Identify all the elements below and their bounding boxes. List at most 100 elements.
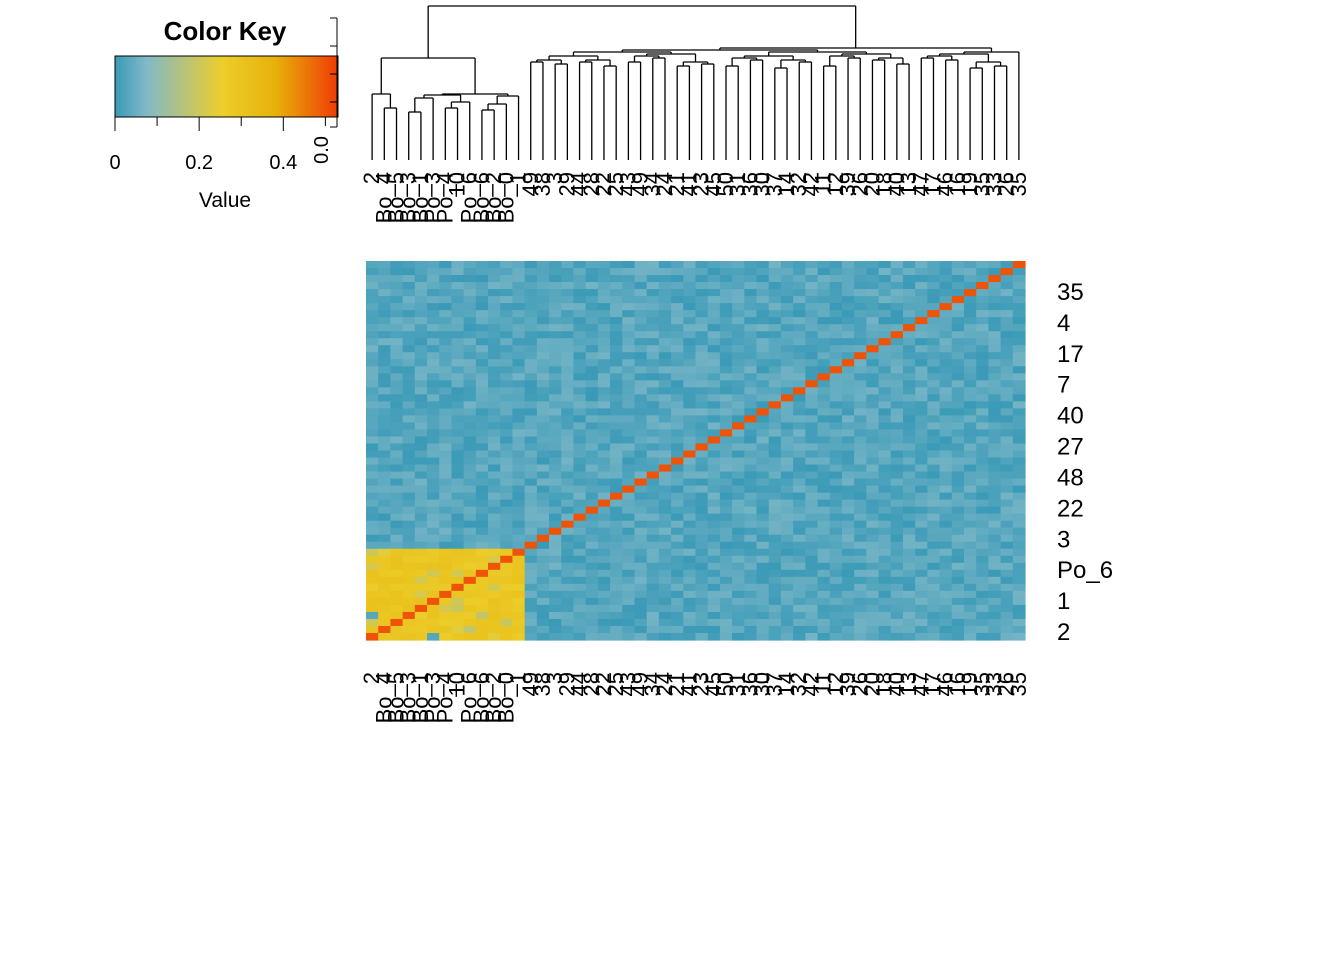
heatmap-cell — [573, 492, 587, 501]
heatmap-cell — [963, 541, 977, 550]
heatmap-cell — [414, 352, 428, 360]
heatmap-cell — [890, 345, 904, 353]
heatmap-cell — [634, 429, 648, 438]
heatmap-cell — [536, 506, 550, 515]
heatmap-cell — [951, 443, 965, 452]
heatmap-cell — [512, 317, 526, 325]
heatmap-cell — [939, 583, 953, 592]
heatmap-cell — [439, 527, 453, 536]
heatmap-cell — [585, 464, 599, 473]
heatmap-cell — [902, 457, 916, 466]
heatmap-cell — [695, 261, 709, 269]
heatmap-cell — [451, 625, 465, 634]
heatmap-cell — [402, 303, 416, 311]
heatmap-cell — [634, 275, 648, 283]
heatmap-cell — [378, 625, 391, 634]
heatmap-cell — [963, 275, 977, 283]
heatmap-cell — [854, 562, 867, 571]
heatmap-cell — [561, 513, 575, 522]
heatmap-cell — [488, 366, 501, 374]
heatmap-cell — [585, 492, 599, 501]
heatmap-cell — [854, 415, 867, 424]
heatmap-cell — [500, 338, 514, 346]
heatmap-cell — [634, 317, 648, 325]
heatmap-cell — [939, 429, 953, 438]
heatmap-cell — [488, 464, 501, 473]
heatmap-cell — [1000, 275, 1014, 283]
heatmap-cell — [658, 436, 672, 445]
heatmap-cell — [805, 632, 819, 641]
column-label: 20 — [860, 672, 885, 696]
heatmap-cell — [427, 478, 440, 487]
heatmap-cell — [963, 261, 977, 269]
heatmap-cell — [366, 506, 379, 515]
heatmap-cell — [951, 296, 965, 304]
heatmap-cell — [585, 611, 599, 620]
heatmap-cell — [671, 520, 684, 529]
heatmap-cell — [658, 268, 672, 276]
heatmap-cell — [915, 506, 928, 515]
heatmap-cell — [622, 548, 636, 557]
heatmap-cell — [549, 324, 562, 332]
heatmap-cell — [866, 275, 880, 283]
heatmap-cell — [890, 618, 904, 627]
heatmap-cell — [463, 436, 477, 445]
heatmap-cell — [890, 436, 904, 445]
heatmap-cell — [768, 534, 782, 543]
column-label: 50 — [713, 672, 738, 696]
heatmap-cell — [878, 569, 892, 578]
heatmap-cell — [841, 317, 855, 325]
heatmap-cell — [500, 471, 514, 480]
heatmap-cell — [500, 268, 514, 276]
heatmap-cell — [451, 611, 465, 620]
heatmap-cell — [963, 450, 977, 459]
heatmap-cell — [573, 562, 587, 571]
heatmap-cell — [805, 457, 819, 466]
column-label: 1 — [506, 672, 531, 684]
heatmap-cell — [585, 534, 599, 543]
heatmap-cell — [610, 394, 623, 402]
heatmap-cell — [793, 632, 806, 641]
heatmap-cell — [683, 485, 697, 494]
heatmap-cell — [439, 520, 453, 529]
heatmap-cell — [756, 548, 770, 557]
heatmap-cell — [915, 296, 928, 304]
heatmap-cell — [780, 520, 794, 529]
heatmap-cell — [536, 373, 550, 381]
heatmap-cell — [793, 359, 806, 367]
heatmap-cell — [780, 345, 794, 353]
heatmap-cell — [1000, 331, 1014, 339]
heatmap-cell — [963, 485, 977, 494]
heatmap-cell — [951, 513, 965, 522]
heatmap-cell — [744, 562, 758, 571]
heatmap-cell — [878, 380, 892, 388]
heatmap-cell — [366, 492, 379, 501]
heatmap-cell — [524, 464, 538, 473]
heatmap-cell — [451, 373, 465, 381]
heatmap-cell — [610, 555, 623, 564]
heatmap-cell — [646, 478, 660, 487]
heatmap-cell — [829, 513, 843, 522]
column-label: 24 — [652, 672, 677, 696]
heatmap-cell — [561, 394, 575, 402]
heatmap-cell — [451, 289, 465, 297]
heatmap-cell — [646, 604, 660, 613]
heatmap-cell — [841, 303, 855, 311]
heatmap-cell — [524, 331, 538, 339]
color-key-tick-label: 0 — [109, 152, 120, 174]
heatmap-cell — [963, 597, 977, 606]
heatmap-cell — [976, 513, 989, 522]
heatmap-cell — [414, 604, 428, 613]
heatmap-cell — [500, 464, 514, 473]
heatmap-cell — [536, 387, 550, 395]
heatmap-cell — [878, 583, 892, 592]
heatmap-cell — [573, 359, 587, 367]
heatmap-cell — [585, 282, 599, 290]
heatmap-cell — [890, 394, 904, 402]
heatmap-cell — [549, 520, 562, 529]
heatmap-cell — [1012, 534, 1026, 543]
heatmap-cell — [378, 345, 391, 353]
heatmap-cell — [683, 338, 697, 346]
heatmap-cell — [366, 569, 379, 578]
heatmap-cell — [683, 604, 697, 613]
